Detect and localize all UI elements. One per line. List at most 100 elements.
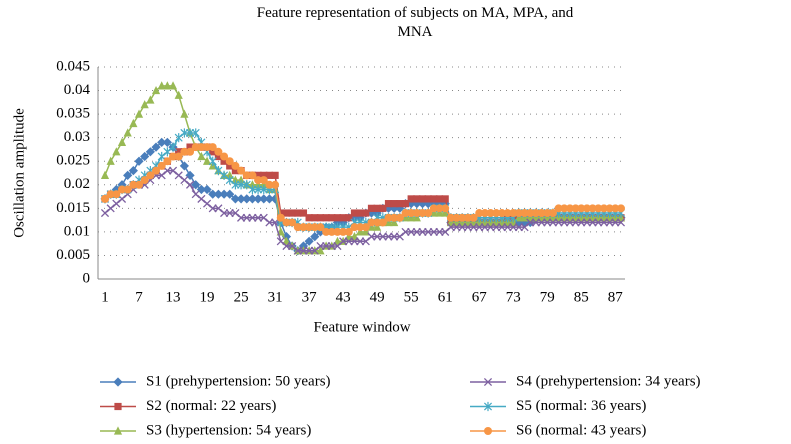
marker xyxy=(310,232,320,242)
marker xyxy=(145,147,155,157)
marker xyxy=(208,189,218,199)
x-tick-label: 37 xyxy=(302,289,318,305)
series xyxy=(100,166,626,255)
marker xyxy=(163,147,172,157)
y-tick-label: 0.025 xyxy=(56,153,90,169)
marker xyxy=(225,157,234,166)
marker xyxy=(213,189,223,199)
marker xyxy=(328,214,336,222)
legend-item: S3 (hypertension: 54 years) xyxy=(100,422,311,438)
marker xyxy=(435,204,444,213)
marker xyxy=(418,209,427,218)
marker xyxy=(140,151,150,162)
marker xyxy=(231,180,240,190)
legend-item: S4 (prehypertension: 34 years) xyxy=(470,373,701,389)
marker xyxy=(446,213,455,222)
marker xyxy=(254,176,263,185)
marker xyxy=(441,227,450,236)
marker xyxy=(226,162,234,170)
marker xyxy=(582,204,591,213)
y-axis-title: Oscillation amplitude xyxy=(11,108,27,238)
marker xyxy=(203,199,212,208)
marker xyxy=(486,209,495,218)
y-tick-label: 0.005 xyxy=(56,247,90,263)
legend-label: S2 (normal: 22 years) xyxy=(146,398,276,414)
marker xyxy=(196,184,206,195)
marker xyxy=(277,209,285,217)
marker xyxy=(225,170,234,179)
marker xyxy=(288,209,296,217)
marker xyxy=(231,167,240,175)
marker xyxy=(282,209,291,217)
legend-label: S6 (normal: 43 years) xyxy=(516,422,646,438)
marker xyxy=(276,237,285,246)
marker xyxy=(327,227,336,236)
marker xyxy=(186,147,195,156)
marker xyxy=(361,223,370,232)
marker xyxy=(305,223,314,232)
marker xyxy=(174,133,183,143)
marker xyxy=(174,152,183,161)
marker xyxy=(548,209,557,218)
marker xyxy=(367,204,376,212)
marker xyxy=(214,204,223,213)
marker xyxy=(179,161,189,171)
marker xyxy=(588,204,597,213)
marker xyxy=(333,241,342,251)
marker xyxy=(316,214,325,222)
marker xyxy=(214,152,222,161)
x-tick-label: 87 xyxy=(608,289,624,305)
marker xyxy=(231,208,240,218)
marker xyxy=(413,195,421,203)
marker xyxy=(616,218,626,227)
marker xyxy=(531,209,540,218)
marker xyxy=(128,166,138,176)
legend-label: S3 (hypertension: 54 years) xyxy=(146,422,311,438)
marker xyxy=(265,180,274,189)
marker xyxy=(220,152,229,161)
legend-label: S5 (normal: 36 years) xyxy=(516,398,646,414)
marker xyxy=(304,236,314,246)
marker xyxy=(118,185,127,194)
marker xyxy=(113,426,123,435)
marker xyxy=(191,128,200,138)
marker xyxy=(220,157,228,165)
marker xyxy=(384,213,393,222)
marker xyxy=(169,152,178,161)
marker xyxy=(134,109,144,118)
marker xyxy=(152,166,161,175)
marker xyxy=(373,222,382,231)
marker xyxy=(186,128,195,138)
y-tick-label: 0.02 xyxy=(64,176,90,192)
marker xyxy=(202,156,212,165)
marker xyxy=(356,209,364,217)
marker xyxy=(100,208,110,218)
marker xyxy=(333,214,342,222)
marker xyxy=(117,194,127,203)
marker xyxy=(123,185,132,194)
marker xyxy=(594,204,603,213)
marker xyxy=(100,170,110,179)
marker xyxy=(484,427,492,435)
marker xyxy=(248,184,257,195)
marker xyxy=(384,200,393,208)
y-tick-label: 0.03 xyxy=(64,129,90,145)
marker xyxy=(191,143,200,152)
marker xyxy=(248,171,257,180)
marker xyxy=(237,166,246,175)
marker xyxy=(140,176,149,185)
marker xyxy=(220,170,229,180)
marker xyxy=(480,209,489,218)
marker xyxy=(134,156,144,166)
marker xyxy=(282,218,291,227)
marker xyxy=(372,208,382,218)
marker xyxy=(157,81,166,90)
marker xyxy=(197,151,206,161)
legend-label: S4 (prehypertension: 34 years) xyxy=(516,373,701,389)
marker xyxy=(180,176,189,185)
marker xyxy=(242,194,252,204)
marker xyxy=(396,200,404,208)
marker xyxy=(514,209,523,218)
marker xyxy=(543,209,552,218)
marker xyxy=(106,156,115,165)
